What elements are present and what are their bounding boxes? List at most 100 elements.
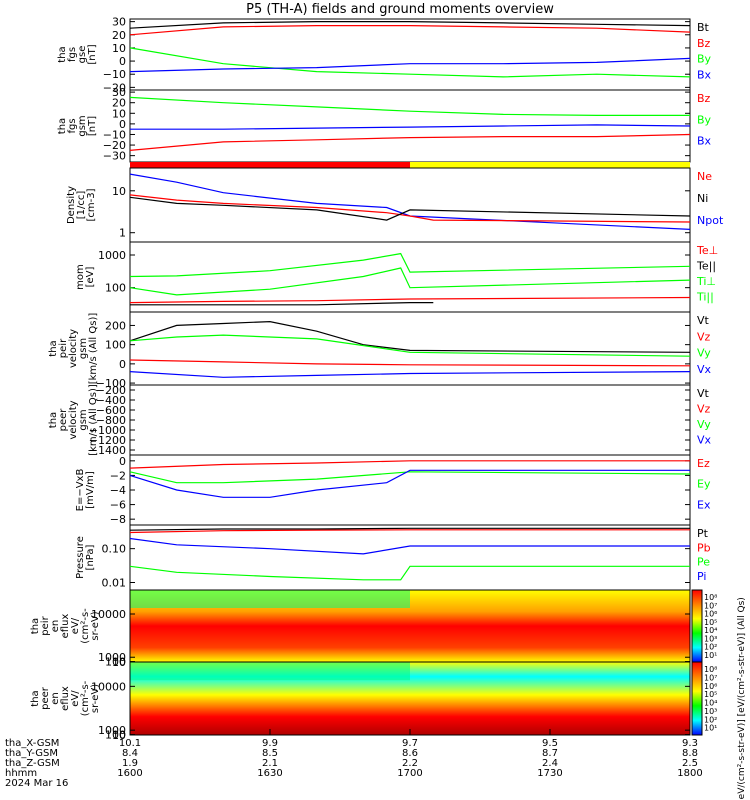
panel-frame <box>129 384 691 456</box>
y-tick-label: −1000 <box>89 424 126 437</box>
y-tick-label: 30 <box>112 86 126 99</box>
x-tick-label: 2.4 <box>542 758 558 769</box>
y-tick-label: 20 <box>112 29 126 42</box>
series-Pe <box>129 565 690 581</box>
y-tick-label: −200 <box>96 384 126 397</box>
y-tick-label: 10 <box>112 729 126 742</box>
y-tick-label: −1200 <box>89 434 126 447</box>
y-axis-label: eV/ <box>70 690 81 707</box>
y-axis-label: peir <box>40 615 51 635</box>
y-tick-label: 100 <box>105 339 126 352</box>
x-tick-label: 8.4 <box>122 748 138 759</box>
y-tick-label: 20 <box>112 97 126 110</box>
y-tick-label: −20 <box>103 139 126 152</box>
x-tick-label: 9.9 <box>262 738 278 749</box>
y-tick-label: 10 <box>112 656 126 669</box>
legend-Ey: Ey <box>697 478 711 491</box>
y-axis-label: gsm <box>77 115 88 136</box>
y-tick-label: 10 <box>112 185 126 198</box>
legend-Vy: Vy <box>697 347 711 360</box>
legend-Pb: Pb <box>697 541 711 554</box>
colorbar <box>691 661 703 736</box>
series-Ex <box>129 469 690 498</box>
x-row-label: tha_X-GSM <box>5 738 59 749</box>
legend-By: By <box>697 53 712 66</box>
y-axis-label: eflux <box>60 686 71 711</box>
x-tick-label: 2.5 <box>682 758 698 769</box>
legend-Vt: Vt <box>697 387 710 400</box>
y-axis-label: velocity <box>68 329 79 368</box>
legend-Ti||: Ti|| <box>696 291 714 304</box>
y-axis-label: Density <box>66 186 77 224</box>
panel-efield: 0−2 −4 −6−8 E=−VxB [mV/m] Ez Ey Ex <box>75 454 711 526</box>
x-tick-label: 1700 <box>397 768 422 779</box>
colorbar-label: [eV/(cm²-s-str-eV)] [eV/(cm²-s-str-eV)] … <box>737 597 747 800</box>
series-Ne <box>129 194 691 223</box>
y-tick-label: −8 <box>110 513 126 526</box>
x-tick-label: 8.7 <box>542 748 558 759</box>
colorbar-tick-label: 10² <box>704 715 717 724</box>
series-Ey <box>129 471 691 484</box>
y-tick-label: 10000 <box>91 608 126 621</box>
x-tick-label: 9.3 <box>682 738 698 749</box>
y-axis-label: [eV] <box>85 267 96 288</box>
panel-peer_velocity: −200−400−600−800−1000−1200−1400 tha peer ve… <box>48 384 712 457</box>
y-tick-label: −2 <box>110 469 126 482</box>
colorbar-tick-label: 10⁸ <box>704 665 717 674</box>
y-tick-label: −800 <box>96 414 126 427</box>
y-axis-label: tha <box>30 618 41 634</box>
series-Bt <box>129 21 691 29</box>
y-axis-label: fgs <box>67 47 78 62</box>
y-tick-label: 10 <box>112 107 126 120</box>
panel-frame <box>129 524 691 591</box>
spectrogram-early-band <box>130 662 410 681</box>
y-tick-label: −1400 <box>89 444 126 457</box>
y-axis-label: tha <box>48 340 59 356</box>
legend-Ni: Ni <box>697 192 708 205</box>
legend-Pt: Pt <box>697 527 709 540</box>
legend-Ex: Ex <box>697 498 711 511</box>
colorbar-tick-label: 10⁷ <box>704 601 717 610</box>
panel-frame <box>129 454 691 526</box>
spectrogram-early-band <box>130 590 410 608</box>
series-Ni <box>129 196 691 221</box>
y-axis-label: peir <box>58 338 69 358</box>
panel-temperature: 1000 100 mom [eV] Te⊥ Te|| Ti⊥ Ti|| <box>75 241 718 313</box>
colorbar-tick-label: 10¹ <box>704 724 717 733</box>
y-tick-label: −6 <box>110 499 126 512</box>
y-tick-label: 0.10 <box>102 543 127 556</box>
x-tick-label: 2.1 <box>262 758 278 769</box>
legend-Ez: Ez <box>697 457 710 470</box>
y-tick-label: 100 <box>105 282 126 295</box>
y-axis-label: [nT] <box>87 44 98 64</box>
y-tick-label: −20 <box>103 81 126 94</box>
y-axis-label: eV/ <box>70 617 81 634</box>
series-Vx <box>129 371 691 378</box>
colorbar-tick-label: 10⁶ <box>704 682 717 691</box>
mode-bar-segment <box>410 162 690 168</box>
y-tick-label: 0 <box>119 55 126 68</box>
y-axis-label: gsm <box>78 409 89 430</box>
legend-Bz: Bz <box>697 37 711 50</box>
x-tick-label: 1630 <box>257 768 282 779</box>
legend-Te||: Te|| <box>696 260 716 273</box>
colorbar-tick-label: 10² <box>704 643 717 652</box>
y-axis-label: [mV/m] <box>85 471 96 509</box>
x-tick-label: 8.8 <box>682 748 698 759</box>
plot-title: P5 (TH-A) fields and ground moments over… <box>246 2 554 17</box>
y-axis-label: [cm-3] <box>86 188 97 221</box>
y-tick-label: 1000 <box>98 249 126 262</box>
y-tick-label: 1 <box>119 227 126 240</box>
y-axis-label: en <box>50 692 61 705</box>
legend-Pi: Pi <box>697 570 706 583</box>
legend-Bt: Bt <box>697 21 710 34</box>
y-axis-label: [nT] <box>87 116 98 136</box>
legend-Vz: Vz <box>697 403 711 416</box>
x-tick-label: 9.7 <box>402 738 418 749</box>
panel-frame <box>129 89 691 163</box>
y-tick-label: −30 <box>103 150 126 163</box>
colorbar-tick-label: 10⁵ <box>704 618 717 627</box>
